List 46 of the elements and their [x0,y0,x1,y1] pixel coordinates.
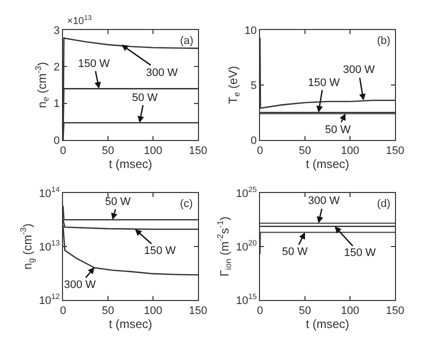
y-tick-label: 10$^{25}$ [236,185,257,200]
x-tick-label: 50 [102,145,114,158]
text: ×10$^{13}$ [67,15,92,28]
y-tick-label: 10$^{13}$ [38,238,60,254]
x-tick-label: 150 [188,305,208,318]
x-tick-label: 100 [340,145,360,158]
x-tick-label: 150 [386,145,404,158]
annotation: (d) [377,198,390,210]
y-tick-label: 2 [54,62,60,74]
annotation: 50 W [105,196,132,208]
y-tick-label: 10$^{15}$ [236,292,257,307]
x-tick-label: 100 [340,305,360,318]
y-tick-label: 0 [54,134,60,147]
annotation: 300 W [64,279,96,291]
annotation: (a) [180,35,194,47]
x-tick-label: 50 [298,305,312,318]
y-tick-label: 10 [244,24,257,37]
annotation: 300 W [146,67,178,79]
y-tick-label: 10$^{20}$ [236,238,257,254]
annotation: 150 W [344,247,376,259]
x-tick-label: 50 [298,145,312,158]
annotation: 50 W [132,92,158,104]
annotation: 150 W [78,58,110,70]
annotation: 300 W [343,64,376,76]
x-axis-title: t (msec) [108,157,152,172]
y-tick-label: 0 [250,134,257,147]
x-axis-title: t (msec) [306,317,350,332]
y-tick-label: 1 [54,98,60,110]
x-tick-label: 150 [386,305,404,318]
annotation: 50 W [325,124,352,136]
y-tick-label: 10$^{12}$ [38,292,60,307]
annotation: (b) [377,35,390,47]
annotation: (c) [180,198,193,210]
annotation: 50 W [282,246,308,258]
x-axis-title: t (msec) [306,157,350,172]
x-axis-title: t (msec) [108,317,152,332]
y-tick-label: 10$^{14}$ [38,185,61,200]
annotation: 150 W [308,77,340,89]
y-tick-label: 3 [54,24,60,37]
x-tick-label: 50 [102,305,114,318]
x-tick-label: 150 [188,145,208,158]
y-tick-label: 5 [250,80,257,92]
x-tick-label: 100 [144,305,162,318]
x-tick-label: 100 [144,145,162,158]
annotation: 150 W [144,245,176,257]
annotation: 300 W [308,195,340,207]
